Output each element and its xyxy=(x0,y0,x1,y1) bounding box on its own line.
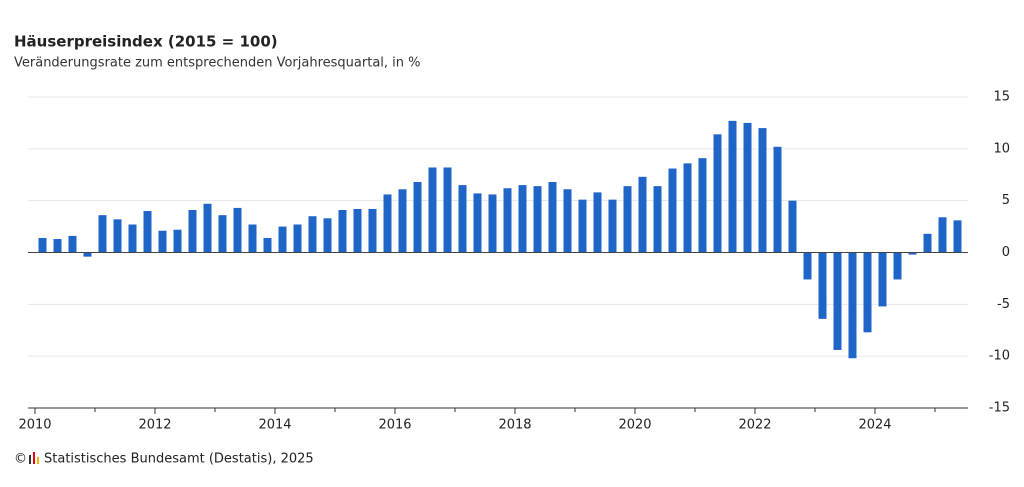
bar xyxy=(833,252,842,350)
bar xyxy=(773,146,782,253)
bar xyxy=(518,185,527,253)
bar xyxy=(758,128,767,253)
bar xyxy=(503,188,512,253)
x-tick-label: 2022 xyxy=(738,418,771,433)
y-tick-label: 10 xyxy=(993,141,1010,156)
bar xyxy=(323,218,332,253)
bar xyxy=(668,168,677,253)
bar xyxy=(548,182,557,253)
bar xyxy=(608,199,617,253)
bar xyxy=(413,182,422,253)
bar xyxy=(593,192,602,253)
bar xyxy=(278,226,287,253)
x-tick-label: 2024 xyxy=(858,418,891,433)
bar xyxy=(473,193,482,253)
bar xyxy=(83,252,92,257)
bar xyxy=(68,235,77,253)
bar xyxy=(203,203,212,253)
bar xyxy=(263,237,272,253)
bar xyxy=(128,224,137,253)
source: Statistisches Bundesamt (Destatis), 2025 xyxy=(44,452,314,467)
copyright: © xyxy=(14,452,27,467)
x-tick-label: 2020 xyxy=(618,418,651,433)
bar xyxy=(173,229,182,253)
bar xyxy=(308,216,317,253)
bar xyxy=(623,186,632,253)
bar xyxy=(338,209,347,253)
bar xyxy=(578,199,587,253)
bar xyxy=(743,122,752,253)
x-tick-label: 2018 xyxy=(498,418,531,433)
bar xyxy=(188,209,197,253)
y-tick-label: -10 xyxy=(989,349,1010,364)
x-tick-label: 2014 xyxy=(258,418,291,433)
bar xyxy=(293,224,302,253)
bar xyxy=(488,194,497,253)
bar xyxy=(803,252,812,280)
bar xyxy=(383,194,392,253)
y-tick-label: 15 xyxy=(993,90,1010,105)
bar xyxy=(698,158,707,253)
bar xyxy=(863,252,872,333)
bar xyxy=(368,208,377,253)
bar xyxy=(38,237,47,253)
bar xyxy=(353,208,362,253)
bar xyxy=(98,215,107,253)
bar xyxy=(233,207,242,253)
bar xyxy=(158,230,167,253)
bar xyxy=(728,120,737,253)
bar xyxy=(563,189,572,253)
x-tick-label: 2016 xyxy=(378,418,411,433)
bar xyxy=(398,189,407,253)
bar xyxy=(218,215,227,253)
x-tick-label: 2010 xyxy=(18,418,51,433)
x-tick-label: 2012 xyxy=(138,418,171,433)
chart-subtitle: Veränderungsrate zum entsprechenden Vorj… xyxy=(14,56,421,71)
bar xyxy=(818,252,827,319)
bar xyxy=(878,252,887,307)
bar xyxy=(938,217,947,253)
bar xyxy=(653,186,662,253)
bar xyxy=(953,220,962,253)
bar xyxy=(908,252,917,255)
y-tick-label: 0 xyxy=(1002,245,1010,260)
y-tick-label: -15 xyxy=(989,401,1010,416)
bar xyxy=(248,224,257,253)
bar xyxy=(143,211,152,253)
chart-title: Häuserpreisindex (2015 = 100) xyxy=(14,33,278,51)
bar xyxy=(533,186,542,253)
bar xyxy=(848,252,857,359)
logo xyxy=(29,452,39,464)
bar xyxy=(893,252,902,280)
bar xyxy=(713,134,722,253)
bar xyxy=(428,167,437,253)
bar xyxy=(638,176,647,253)
y-tick-label: 5 xyxy=(1002,193,1010,208)
bar xyxy=(443,167,452,253)
y-tick-label: -5 xyxy=(997,297,1010,312)
bar xyxy=(683,163,692,253)
bar xyxy=(458,185,467,253)
bar xyxy=(923,233,932,253)
bar xyxy=(53,239,62,253)
bar xyxy=(788,200,797,253)
bar xyxy=(113,219,122,253)
